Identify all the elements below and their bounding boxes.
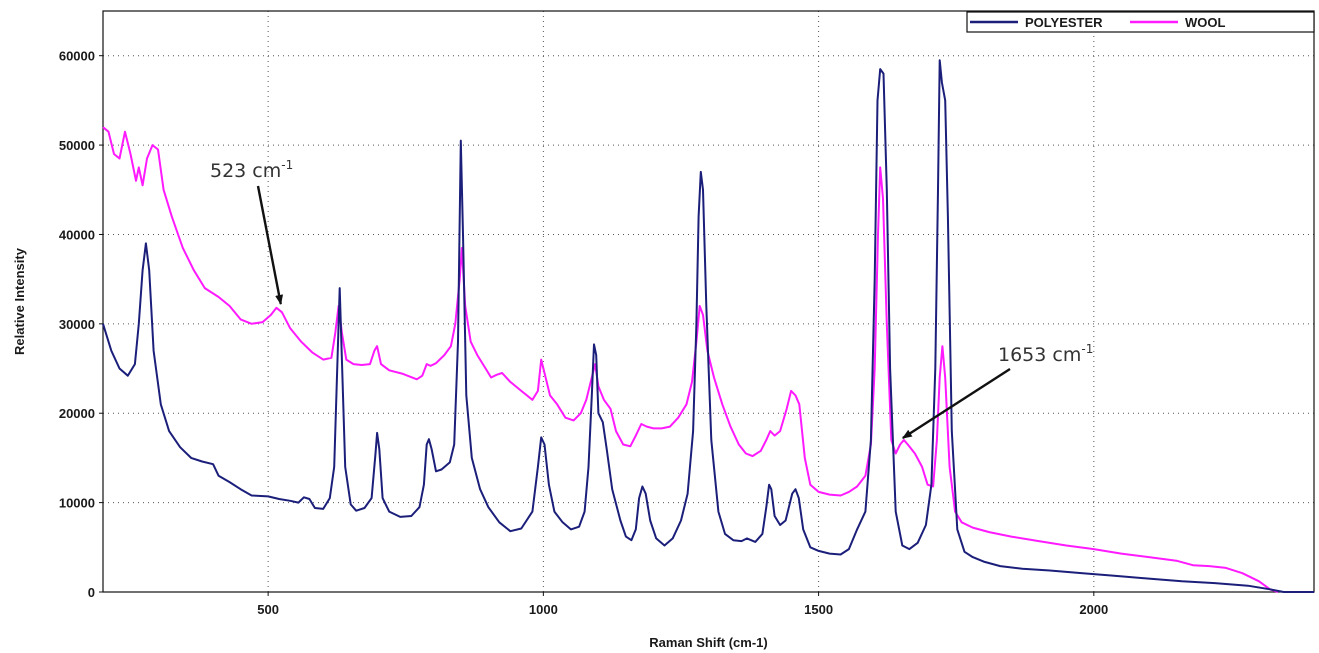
y-tick-label: 40000	[59, 227, 95, 242]
annotation-arrow	[901, 367, 1011, 440]
grid-lines	[103, 11, 1314, 592]
y-tick-label: 10000	[59, 496, 95, 511]
legend-label-wool: WOOL	[1185, 15, 1225, 30]
y-tick-label: 50000	[59, 138, 95, 153]
plot-frame	[102, 10, 1315, 593]
annotation-label: 1653 cm-1	[998, 342, 1093, 366]
x-tick-label: 500	[257, 602, 279, 617]
y-tick-label: 20000	[59, 406, 95, 421]
legend: POLYESTER WOOL	[966, 11, 1315, 33]
annotation-arrow	[256, 185, 284, 305]
x-tick-label: 1500	[804, 602, 833, 617]
series-line-polyester	[102, 59, 1314, 593]
x-axis-label: Raman Shift (cm-1)	[649, 635, 767, 650]
x-tick-label: 2000	[1079, 602, 1108, 617]
axis-ticks: 500 1000 1500 20000100002000030000400005000…	[59, 49, 1108, 617]
annotation-text: 1653 cm	[998, 344, 1081, 366]
annotation-superscript: -1	[281, 158, 293, 172]
series-line-wool	[102, 126, 1279, 593]
y-tick-label: 60000	[59, 49, 95, 64]
y-tick-label: 0	[88, 585, 95, 600]
annotation-label: 523 cm-1	[210, 158, 293, 182]
annotation-superscript: -1	[1081, 342, 1093, 356]
x-tick-label: 1000	[529, 602, 558, 617]
y-axis-label: Relative Intensity	[12, 247, 27, 355]
y-tick-label: 30000	[59, 317, 95, 332]
annotation-text: 523 cm	[210, 160, 281, 182]
series-lines	[102, 59, 1314, 593]
legend-label-polyester: POLYESTER	[1025, 15, 1103, 30]
